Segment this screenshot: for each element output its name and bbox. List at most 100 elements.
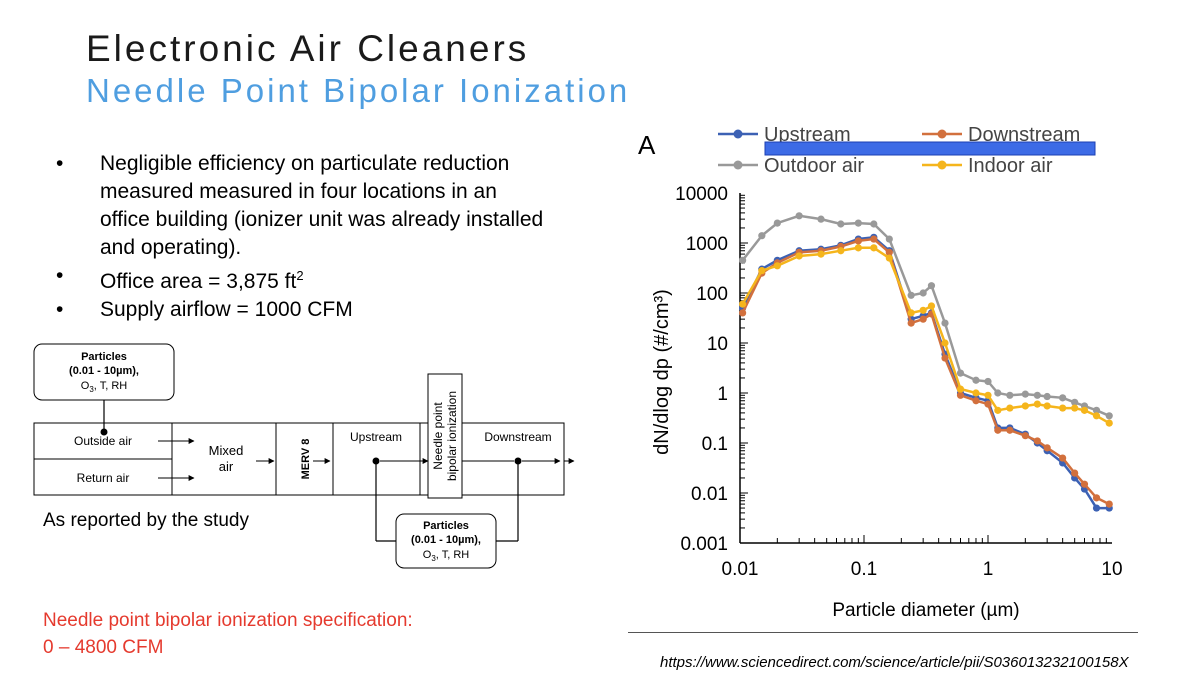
- data-point: [739, 300, 747, 308]
- x-tick-label: 0.1: [851, 559, 877, 580]
- data-point: [907, 319, 915, 327]
- y-tick-label: 10: [707, 334, 728, 355]
- data-point: [1071, 398, 1079, 406]
- bullet-supply-airflow: Supply airflow = 1000 CFM: [50, 296, 550, 324]
- data-point: [885, 254, 893, 262]
- ionizer-label-2: bipolar ionization: [445, 391, 459, 481]
- mixed-air-label-2: air: [219, 459, 234, 474]
- data-point: [994, 389, 1002, 397]
- data-point: [1092, 504, 1101, 512]
- data-point: [919, 306, 927, 314]
- data-point: [972, 376, 980, 384]
- data-point: [1021, 432, 1029, 440]
- legend-label: Outdoor air: [764, 155, 864, 177]
- data-point: [773, 219, 781, 227]
- y-axis-label: dN/dlog dp (#/cm³): [651, 289, 673, 455]
- data-point: [854, 237, 862, 245]
- data-point: [919, 315, 927, 323]
- data-point: [1006, 404, 1014, 412]
- bullet-list: Negligible efficiency on particulate red…: [50, 150, 550, 324]
- data-point: [1006, 426, 1014, 434]
- data-point: [927, 302, 936, 310]
- y-tick-label: 10000: [675, 184, 728, 205]
- data-point: [885, 235, 893, 243]
- top-box-line3: O3, T, RH: [81, 380, 127, 394]
- return-air-label: Return air: [77, 471, 130, 485]
- reported-caption: As reported by the study: [43, 510, 249, 531]
- data-point: [1006, 391, 1014, 399]
- downstream-sensor-dot: [514, 457, 522, 465]
- data-point: [956, 369, 965, 377]
- panel-label: A: [638, 130, 656, 160]
- chart-legend: Upstream Downstream Outdoor air Indoor air: [718, 124, 1080, 177]
- data-point: [1059, 394, 1067, 402]
- upstream-label: Upstream: [350, 430, 402, 444]
- data-point: [984, 377, 992, 386]
- series-line-upstream: [741, 235, 1110, 510]
- data-point: [1033, 400, 1041, 408]
- data-point: [972, 397, 980, 405]
- x-tick-label: 10: [1101, 559, 1122, 580]
- mixed-air-label-1: Mixed: [209, 443, 244, 458]
- bullet-office-area: Office area = 3,875 ft2: [50, 262, 550, 296]
- data-point: [994, 406, 1002, 414]
- data-point: [758, 267, 766, 275]
- y-tick-label: 0.01: [691, 484, 728, 505]
- data-point: [1043, 444, 1051, 452]
- data-point: [984, 391, 992, 399]
- top-box-line1: Particles: [81, 351, 127, 363]
- data-point: [1071, 404, 1079, 412]
- data-point: [1080, 480, 1089, 488]
- data-point: [1033, 391, 1041, 399]
- bullet-efficiency: Negligible efficiency on particulate red…: [50, 150, 550, 262]
- data-point: [1080, 406, 1089, 414]
- data-point: [795, 212, 803, 220]
- data-point: [739, 256, 747, 264]
- legend-marker: [733, 160, 743, 170]
- superscript: 2: [296, 268, 304, 283]
- data-point: [994, 426, 1002, 434]
- source-link[interactable]: https://www.sciencedirect.com/science/ar…: [660, 654, 1129, 671]
- data-point: [1071, 469, 1079, 477]
- spec-line-2: 0 – 4800 CFM: [43, 637, 164, 658]
- x-tick-label: 0.01: [722, 559, 759, 580]
- data-point: [870, 220, 878, 228]
- slide-title: Electronic Air Cleaners: [86, 28, 530, 69]
- x-tick-label: 1: [983, 559, 994, 580]
- data-point: [1043, 402, 1051, 410]
- data-point: [854, 219, 862, 227]
- top-sensor-dot: [100, 428, 108, 436]
- legend-marker: [937, 129, 947, 139]
- downstream-label: Downstream: [484, 430, 551, 444]
- data-point: [1092, 406, 1101, 414]
- bottom-box-line1: Particles: [423, 520, 469, 532]
- x-axis-label: Particle diameter (µm): [832, 600, 1019, 621]
- series-line-downstream: [741, 237, 1110, 506]
- upstream-sensor-dot: [372, 457, 380, 465]
- data-point: [956, 391, 965, 399]
- top-box-line2: (0.01 - 10µm),: [69, 365, 139, 377]
- data-point: [837, 220, 845, 228]
- data-point: [941, 319, 949, 327]
- spec-line-1: Needle point bipolar ionization specific…: [43, 610, 413, 631]
- y-tick-label: 1: [717, 384, 728, 405]
- bottom-particles-box: [395, 513, 497, 569]
- bottom-box-line2: (0.01 - 10µm),: [411, 534, 481, 546]
- legend-marker: [937, 160, 947, 170]
- merv-filter-label: MERV 8: [300, 439, 312, 480]
- data-point: [1043, 392, 1051, 401]
- outside-air-label: Outside air: [74, 434, 132, 448]
- data-point: [1059, 404, 1067, 412]
- data-point: [837, 247, 845, 255]
- chart-series: [739, 212, 1113, 512]
- source-divider: [628, 632, 1138, 633]
- slide-subtitle: Needle Point Bipolar Ionization: [86, 72, 631, 109]
- chart-axes: [739, 193, 1112, 544]
- data-point: [907, 291, 915, 299]
- data-point: [854, 244, 862, 252]
- particle-size-chart: A Upstream Downstream Outdoor air Indoor ai…: [638, 124, 1123, 621]
- legend-label: Upstream: [764, 124, 851, 146]
- data-point: [758, 232, 766, 240]
- data-point: [795, 252, 803, 260]
- data-point: [927, 282, 936, 290]
